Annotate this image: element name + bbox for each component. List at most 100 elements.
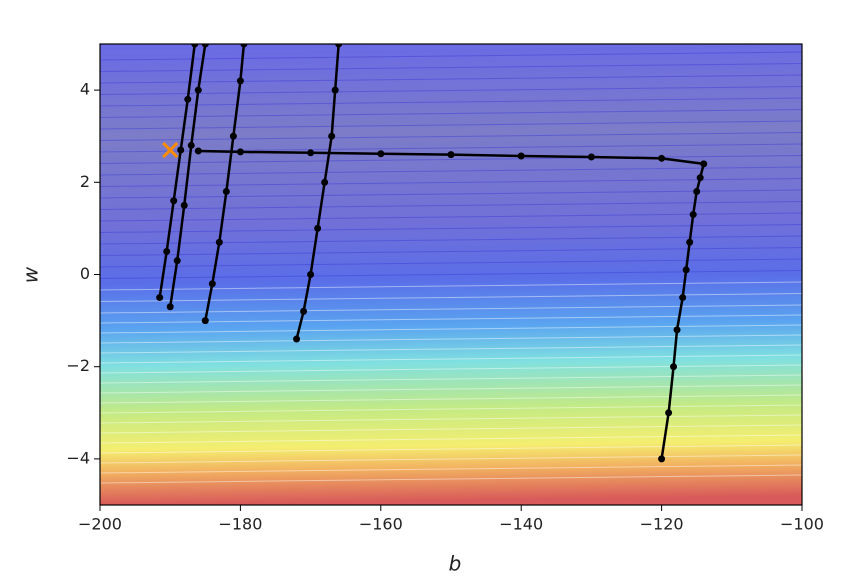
trajectory-point: [331, 86, 339, 94]
x-tick-label: −120: [640, 515, 684, 534]
trajectory-point: [679, 294, 687, 302]
trajectory-point: [335, 44, 343, 48]
trajectory-point: [229, 132, 237, 140]
contour-line: [100, 109, 802, 118]
minimum-marker: [162, 141, 179, 159]
y-tick-label: −4: [66, 448, 90, 467]
contour-line: [100, 334, 802, 344]
trajectory-point: [693, 188, 701, 196]
contour-line: [100, 224, 802, 233]
contour-line: [100, 178, 802, 187]
trajectory-point: [177, 146, 185, 154]
trajectory-point: [166, 303, 174, 311]
trajectory-point: [293, 335, 301, 343]
trajectory-point: [187, 141, 195, 149]
y-tick-label: −2: [66, 356, 90, 375]
trajectory-point: [173, 257, 181, 265]
trajectory-point: [689, 211, 697, 219]
contour-line: [100, 304, 802, 314]
x-tick-label: −100: [780, 515, 824, 534]
x-tick-label: −140: [499, 515, 543, 534]
x-tick-label: −200: [78, 515, 122, 534]
trajectory-point: [658, 455, 666, 463]
trajectory-point: [236, 77, 244, 85]
trajectory-point: [170, 197, 178, 205]
contour-line: [100, 384, 802, 394]
contour-line: [100, 314, 802, 324]
trajectory-point: [665, 409, 673, 417]
x-axis-label: b: [449, 552, 462, 576]
trajectory-point: [658, 154, 666, 162]
y-tick-label: 2: [80, 172, 90, 191]
trajectory-point: [163, 247, 171, 255]
trajectory-line: [168, 44, 207, 307]
trajectory-point: [314, 224, 322, 232]
trajectory-point: [321, 178, 329, 186]
contour-line: [100, 120, 802, 130]
trajectory-point: [194, 86, 202, 94]
contour-line: [100, 344, 802, 354]
trajectory-point: [180, 201, 188, 209]
trajectory-point: [184, 95, 192, 103]
trajectory-point: [300, 307, 308, 315]
trajectory-point: [673, 326, 681, 334]
contour-line: [100, 424, 802, 434]
trajectory-point: [307, 149, 315, 157]
trajectory-point: [377, 150, 385, 158]
y-tick-label: 0: [80, 264, 90, 283]
contour-line: [100, 364, 802, 374]
trajectory-point: [447, 151, 455, 159]
trajectory-line: [295, 44, 340, 340]
x-tick-label: −180: [218, 515, 262, 534]
trajectory-point: [696, 174, 704, 182]
contour-line: [100, 454, 802, 464]
contour-line: [100, 374, 802, 384]
trajectory-point: [682, 266, 690, 274]
contour-line: [100, 189, 802, 199]
contour-line: [100, 155, 802, 164]
trajectory-point: [587, 153, 595, 161]
contour-line: [100, 166, 802, 176]
contour-line: [100, 293, 802, 302]
contour-line: [100, 258, 802, 268]
trajectories: [156, 44, 708, 463]
contour-line: [100, 404, 802, 414]
trajectory-point: [670, 363, 678, 371]
y-axis-label: w: [19, 266, 43, 283]
trajectory-point: [208, 280, 216, 288]
trajectory-point: [517, 152, 525, 160]
trajectory-point: [201, 317, 209, 325]
contour-line: [100, 74, 802, 84]
contour-line: [100, 434, 802, 444]
trajectory-point: [156, 294, 164, 302]
trajectory-point: [191, 44, 199, 48]
trajectory-point: [328, 132, 336, 140]
contour-line: [100, 464, 802, 474]
contour-line: [100, 394, 802, 404]
trajectory-point: [240, 44, 248, 48]
contour-line: [100, 63, 802, 72]
contour-line: [100, 212, 802, 222]
trajectory-point: [686, 238, 694, 246]
trajectory-point: [194, 147, 202, 155]
trajectory-point: [307, 271, 315, 278]
contour-line: [100, 414, 802, 424]
trajectory-point: [700, 160, 708, 168]
contour-line: [100, 201, 802, 210]
trajectory-line: [158, 44, 197, 298]
contour-line: [100, 324, 802, 334]
trajectory-point: [201, 44, 209, 48]
contour-line: [100, 97, 802, 107]
contour-line: [100, 474, 802, 484]
contour-line: [100, 51, 802, 61]
y-tick-label: 4: [80, 80, 90, 99]
trajectory-point: [215, 238, 223, 246]
trajectory-point: [236, 148, 244, 156]
contour-line: [100, 444, 802, 454]
x-tick-label: −160: [359, 515, 403, 534]
contour-line: [100, 354, 802, 364]
contour-line: [100, 86, 802, 95]
trajectory-point: [222, 188, 230, 196]
contour-line: [100, 132, 802, 141]
